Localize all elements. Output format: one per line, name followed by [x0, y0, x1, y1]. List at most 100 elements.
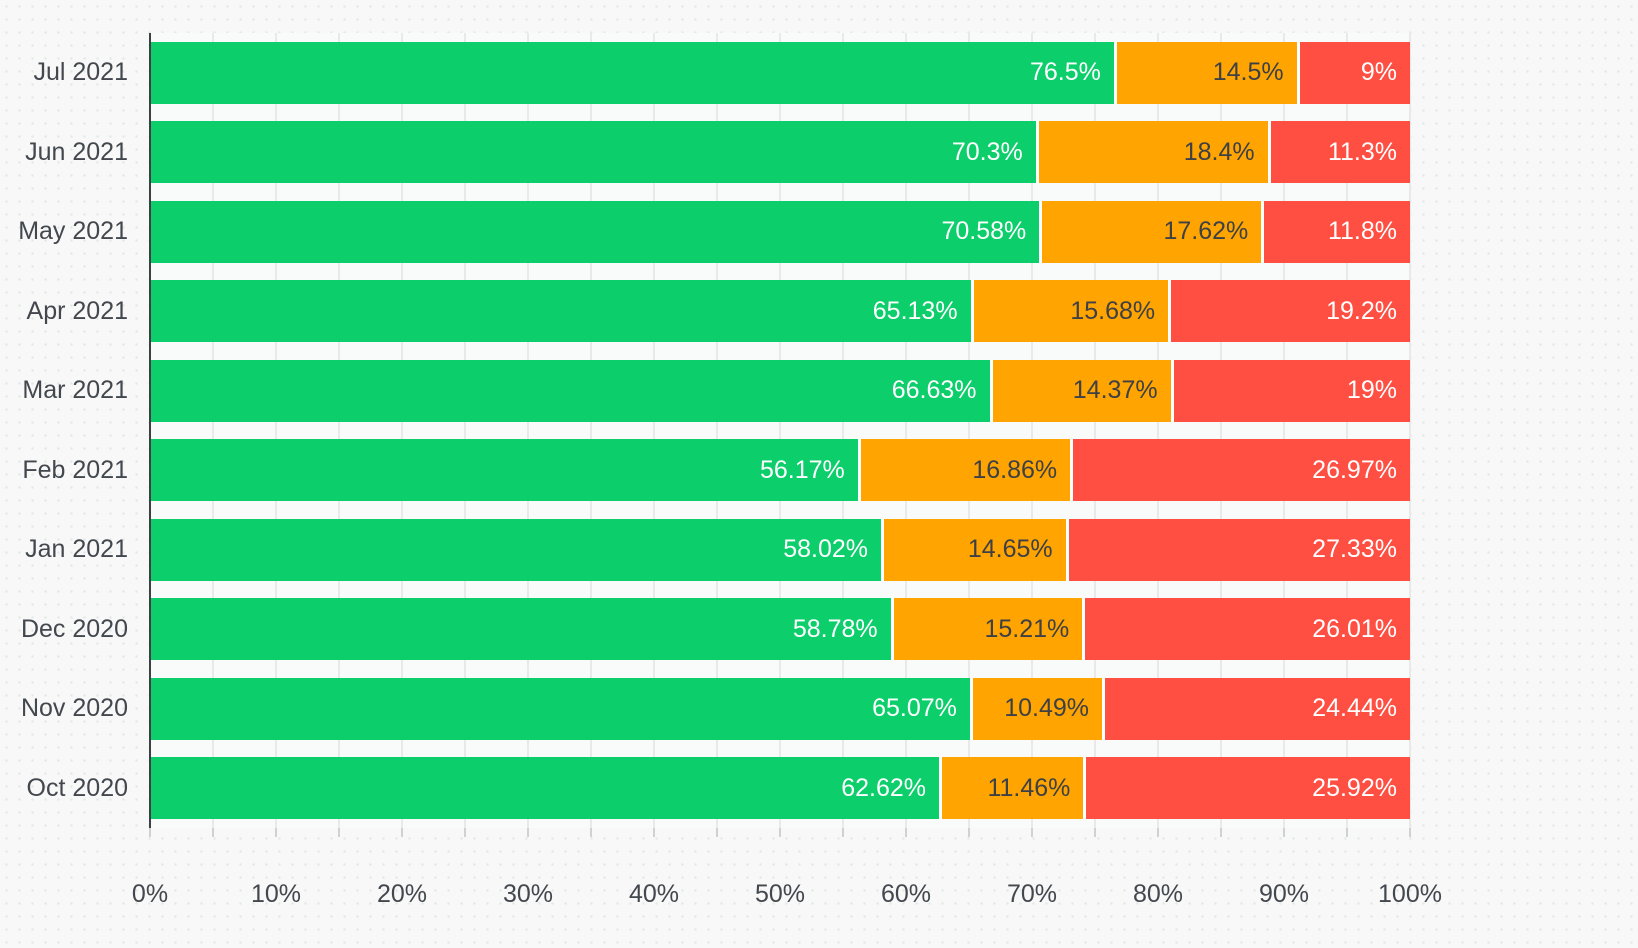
bar-row: 70.3% 18.4% 11.3%: [150, 113, 1410, 193]
y-axis-category-label: Mar 2021: [22, 376, 128, 405]
orange-segment[interactable]: 10.49%: [969, 677, 1103, 740]
bar-row: 56.17% 16.86% 26.97%: [150, 431, 1410, 511]
gridline: [716, 33, 718, 828]
red-segment[interactable]: 11.8%: [1261, 200, 1410, 263]
gridline: [401, 33, 403, 828]
segment-value-label: 10.49%: [1004, 694, 1090, 723]
bar-row: 76.5% 14.5% 9%: [150, 33, 1410, 113]
x-axis-tick: [1094, 828, 1096, 837]
green-segment[interactable]: 56.17%: [150, 439, 858, 502]
segment-value-label: 65.07%: [872, 694, 957, 723]
green-segment[interactable]: 70.58%: [150, 200, 1040, 263]
orange-segment[interactable]: 15.68%: [970, 280, 1169, 343]
x-axis-tick: [590, 828, 592, 837]
x-axis-tick-label: 10%: [250, 880, 302, 908]
x-axis-tick: [275, 828, 277, 837]
red-segment[interactable]: 24.44%: [1102, 677, 1410, 740]
segment-value-label: 14.37%: [1072, 376, 1158, 405]
orange-segment[interactable]: 18.4%: [1035, 121, 1268, 184]
segment-value-label: 25.92%: [1312, 773, 1397, 802]
orange-segment[interactable]: 17.62%: [1039, 200, 1262, 263]
green-segment[interactable]: 70.3%: [150, 121, 1036, 184]
green-segment[interactable]: 58.02%: [150, 518, 882, 581]
segment-value-label: 58.02%: [783, 535, 869, 564]
gridline: [1346, 33, 1348, 828]
segment-value-label: 15.68%: [1070, 296, 1156, 325]
x-axis-tick: [527, 828, 529, 837]
segment-value-label: 17.62%: [1163, 217, 1249, 246]
segment-value-label: 27.33%: [1312, 535, 1397, 564]
red-segment[interactable]: 26.01%: [1082, 598, 1410, 661]
gridline: [1409, 33, 1411, 828]
green-segment[interactable]: 65.13%: [150, 280, 971, 343]
y-axis-line: [149, 33, 151, 828]
segment-value-label: 76.5%: [1030, 58, 1101, 87]
stacked-bar: 56.17% 16.86% 26.97%: [150, 439, 1410, 502]
segment-value-label: 65.13%: [872, 296, 958, 325]
y-axis-category-label: Nov 2020: [20, 694, 128, 723]
green-segment[interactable]: 76.5%: [150, 41, 1114, 104]
orange-segment[interactable]: 14.65%: [881, 518, 1066, 581]
stacked-bar: 58.02% 14.65% 27.33%: [150, 518, 1410, 581]
green-segment[interactable]: 58.78%: [150, 598, 891, 661]
x-axis-tick: [401, 828, 403, 837]
x-axis-tick: [464, 828, 466, 837]
x-axis-tick: [1283, 828, 1285, 837]
stacked-bar: 66.63% 14.37% 19%: [150, 359, 1410, 422]
segment-value-label: 11.46%: [987, 773, 1071, 802]
x-axis-tick-label: 80%: [1132, 880, 1184, 908]
red-segment[interactable]: 26.97%: [1070, 439, 1410, 502]
x-axis-tick-label: 100%: [1378, 880, 1442, 908]
red-segment[interactable]: 27.33%: [1065, 518, 1410, 581]
segment-value-label: 26.01%: [1312, 614, 1397, 643]
stacked-bar: 62.62% 11.46% 25.92%: [150, 757, 1410, 820]
green-segment[interactable]: 66.63%: [150, 359, 990, 422]
gridline: [338, 33, 340, 828]
x-axis-tick-label: 20%: [376, 880, 428, 908]
gridline: [779, 33, 781, 828]
orange-segment[interactable]: 16.86%: [857, 439, 1071, 502]
gridline: [527, 33, 529, 828]
x-axis-tick-label: 90%: [1258, 880, 1310, 908]
orange-segment[interactable]: 15.21%: [890, 598, 1083, 661]
stacked-bar: 70.3% 18.4% 11.3%: [150, 121, 1410, 184]
segment-value-label: 19%: [1346, 376, 1397, 405]
green-segment[interactable]: 62.62%: [150, 757, 939, 820]
gridline: [968, 33, 970, 828]
segment-value-label: 18.4%: [1183, 137, 1255, 166]
x-axis-tick: [149, 828, 151, 837]
red-segment[interactable]: 19%: [1170, 359, 1410, 422]
red-segment[interactable]: 25.92%: [1083, 757, 1410, 820]
orange-segment[interactable]: 14.5%: [1113, 41, 1297, 104]
x-axis-tick: [1220, 828, 1222, 837]
bar-row: 58.78% 15.21% 26.01%: [150, 590, 1410, 670]
segment-value-label: 70.3%: [951, 137, 1023, 166]
x-axis-tick: [1409, 828, 1411, 837]
segment-value-label: 14.65%: [967, 535, 1053, 564]
segment-value-label: 16.86%: [972, 455, 1058, 484]
gridline: [275, 33, 277, 828]
x-axis-tick: [1346, 828, 1348, 837]
red-segment[interactable]: 11.3%: [1267, 121, 1410, 184]
x-axis-tick: [968, 828, 970, 837]
segment-value-label: 66.63%: [891, 376, 977, 405]
stacked-bar: 65.07% 10.49% 24.44%: [150, 677, 1410, 740]
orange-segment[interactable]: 14.37%: [989, 359, 1171, 422]
bar-row: 65.13% 15.68% 19.2%: [150, 272, 1410, 352]
segment-value-label: 14.5%: [1212, 58, 1284, 87]
segment-value-label: 58.78%: [792, 614, 878, 643]
segment-value-label: 62.62%: [841, 773, 926, 802]
stacked-bar: 76.5% 14.5% 9%: [150, 41, 1410, 104]
green-segment[interactable]: 65.07%: [150, 677, 970, 740]
red-segment[interactable]: 9%: [1296, 41, 1410, 104]
red-segment[interactable]: 19.2%: [1168, 280, 1410, 343]
gridline: [842, 33, 844, 828]
orange-segment[interactable]: 11.46%: [939, 757, 1084, 820]
stacked-bar: 58.78% 15.21% 26.01%: [150, 598, 1410, 661]
stacked-bar: 70.58% 17.62% 11.8%: [150, 200, 1410, 263]
x-axis-tick: [716, 828, 718, 837]
x-axis-tick: [212, 828, 214, 837]
segment-value-label: 24.44%: [1312, 694, 1397, 723]
bar-row: 65.07% 10.49% 24.44%: [150, 669, 1410, 749]
